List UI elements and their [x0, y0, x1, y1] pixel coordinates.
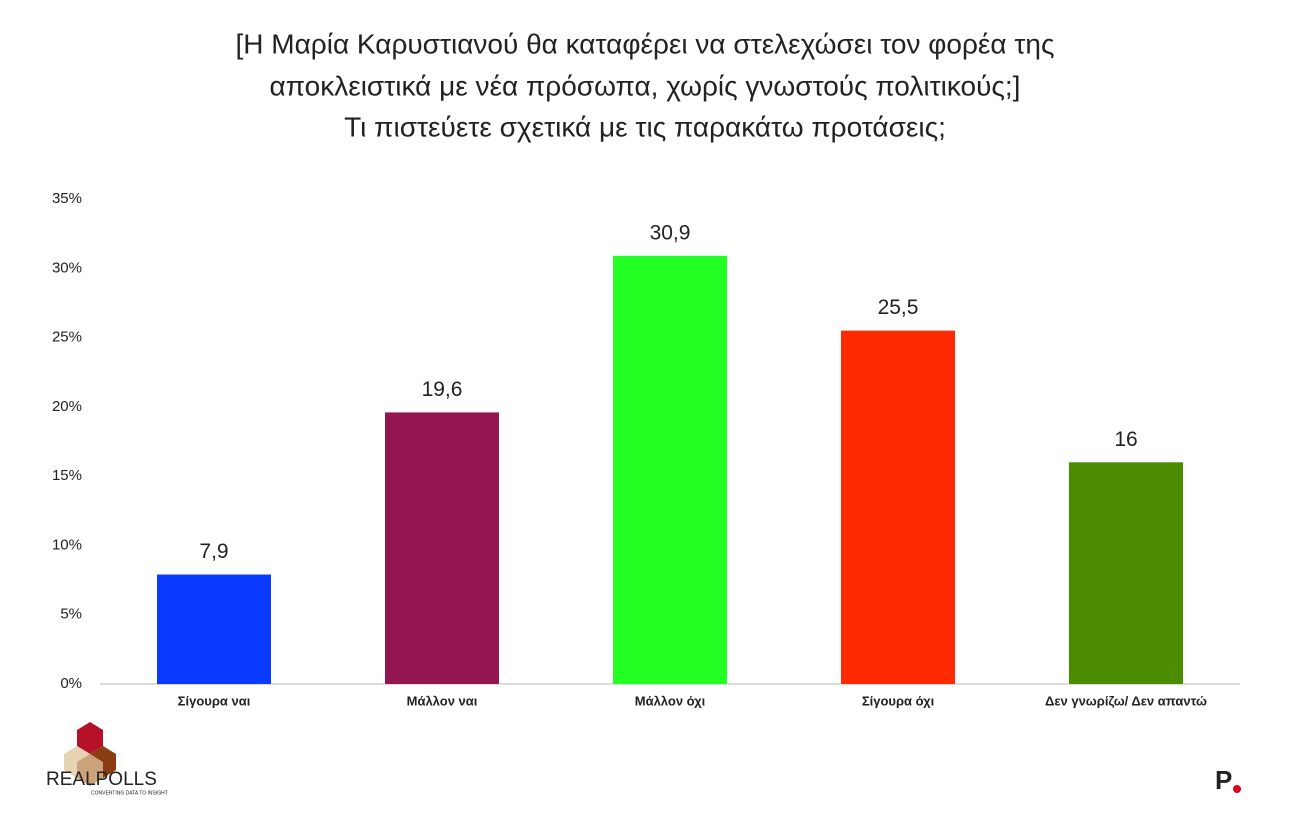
bar	[385, 412, 499, 684]
chart-title: [Η Μαρία Καρυστιανού θα καταφέρει να στε…	[236, 28, 1055, 59]
y-tick-label: 10%	[52, 536, 82, 553]
x-tick-label: Σίγουρα ναι	[178, 693, 251, 708]
value-label: 25,5	[878, 296, 919, 319]
brand-logo	[64, 722, 116, 786]
y-tick-label: 35%	[52, 190, 82, 207]
brand-name: REALPOLLS	[46, 769, 157, 790]
chart-title: αποκλειστικά με νέα πρόσωπα, χωρίς γνωστ…	[270, 70, 1021, 101]
value-label: 16	[1114, 428, 1137, 451]
x-tick-label: Μάλλον ναι	[407, 693, 478, 708]
value-label: 7,9	[199, 540, 228, 563]
chart-title: Τι πιστεύετε σχετικά με τις παρακάτω προ…	[344, 111, 946, 142]
x-tick-label: Μάλλον όχι	[635, 693, 706, 708]
bar	[157, 574, 271, 684]
y-tick-label: 20%	[52, 398, 82, 415]
x-tick-label: Σίγουρα όχι	[862, 693, 935, 708]
bar	[613, 255, 727, 685]
bar	[841, 330, 955, 684]
y-tick-label: 5%	[60, 606, 82, 623]
publisher-mark: P	[1215, 765, 1232, 795]
value-label: 30,9	[650, 221, 691, 244]
y-tick-label: 30%	[52, 259, 82, 276]
x-tick-label: Δεν γνωρίζω/ Δεν απαντώ	[1045, 693, 1207, 708]
bar	[1069, 462, 1183, 684]
publisher-dot	[1233, 785, 1241, 793]
y-tick-label: 25%	[52, 329, 82, 346]
y-tick-label: 15%	[52, 467, 82, 484]
value-label: 19,6	[422, 378, 463, 401]
brand-tagline: CONVERTING DATA TO INSIGHT	[91, 790, 168, 796]
y-tick-label: 0%	[60, 675, 82, 692]
